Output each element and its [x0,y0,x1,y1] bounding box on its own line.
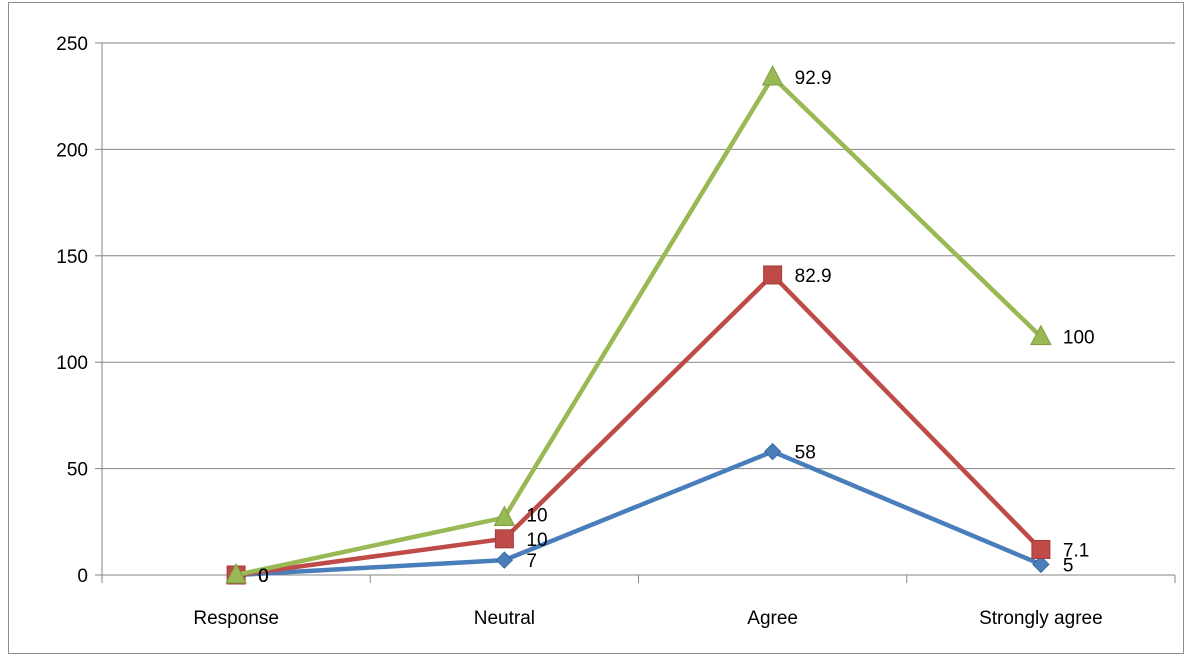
data-label: 0 [258,566,269,587]
y-tick-label: 200 [56,140,88,161]
data-point [495,551,514,569]
data-point [763,442,782,461]
series-line-2 [233,272,1044,578]
data-label: 100 [1063,328,1095,349]
data-label: 10 [526,530,547,551]
data-label: 7 [526,551,537,572]
data-point [763,265,783,285]
data-point [1030,324,1052,346]
x-tick-label: Strongly agree [979,608,1103,629]
data-label: 92.9 [795,68,832,89]
data-point [493,505,516,527]
x-tick-label: Response [193,608,279,629]
chart-frame [8,2,1184,654]
y-tick-label: 150 [56,247,88,268]
series-line-3 [233,74,1044,578]
series-line-1 [233,449,1044,578]
data-point [761,64,784,86]
data-label: 82.9 [795,266,832,287]
series [225,64,1052,585]
y-tick-label: 0 [77,566,88,587]
gridlines [102,42,1175,470]
data-label: 5 [1063,555,1074,576]
data-point [1031,539,1051,559]
data-point [494,529,514,549]
data-label: 0 [258,566,269,587]
y-tick-label: 50 [67,460,88,481]
y-tick-label: 250 [56,34,88,55]
data-label: 10 [526,506,547,527]
data-point [1032,555,1050,574]
data-label: 7.1 [1063,540,1089,561]
x-tick-label: Agree [747,608,798,629]
y-tick-label: 100 [56,353,88,374]
data-label: 58 [795,443,816,464]
x-tick-label: Neutral [474,608,535,629]
data-point [225,562,247,584]
data-label: 0 [258,566,269,587]
